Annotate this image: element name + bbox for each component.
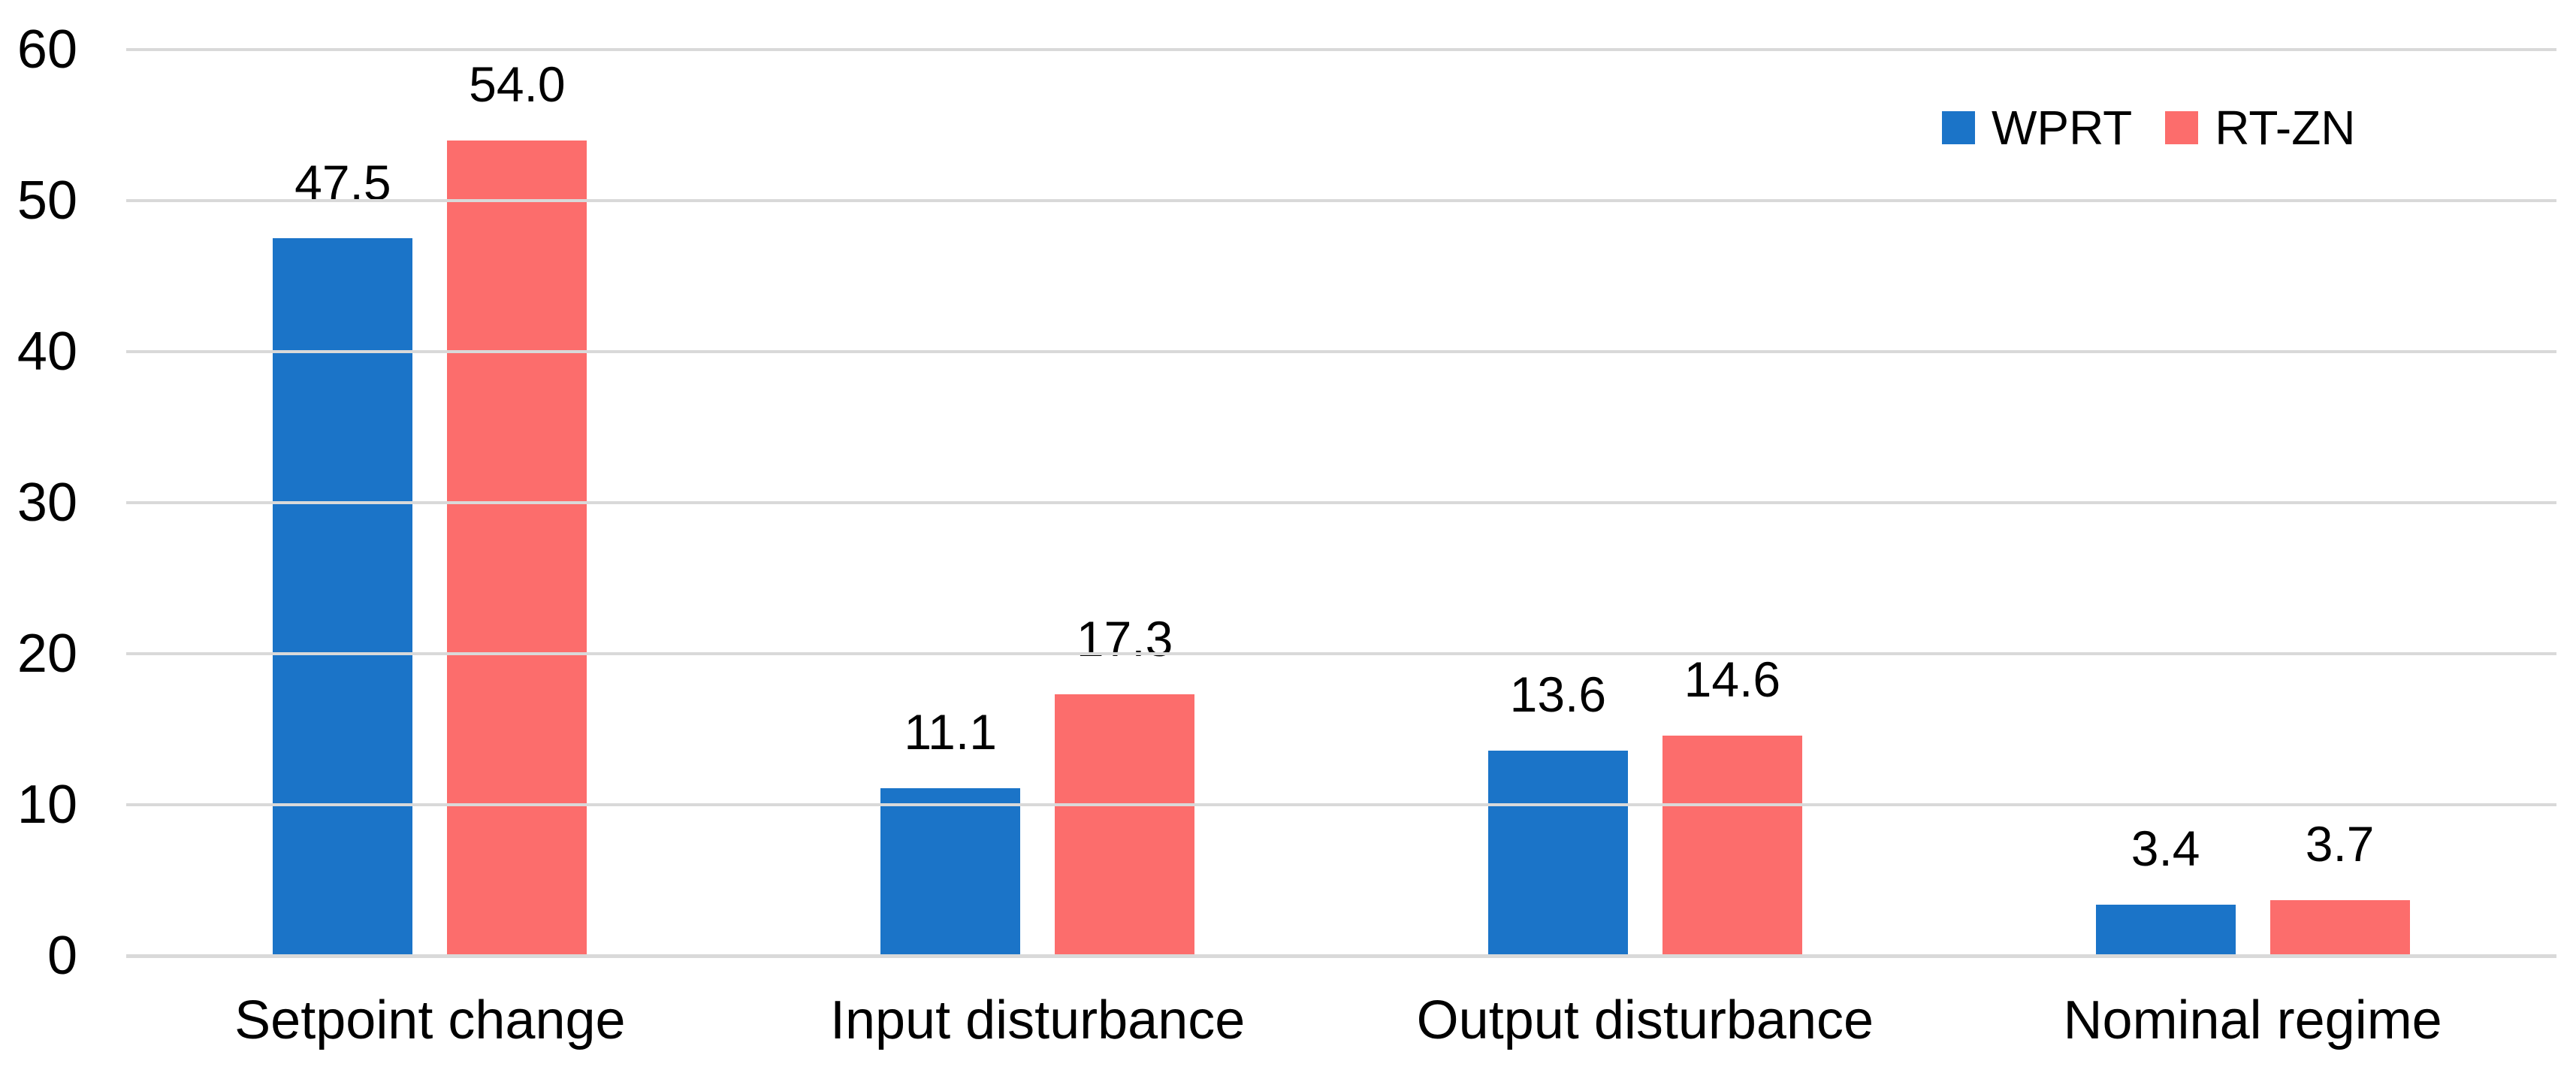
bar-value-label: 3.4 (2131, 821, 2200, 877)
bar-value-label: 3.7 (2305, 816, 2375, 872)
legend-label: WPRT (1992, 101, 2133, 155)
gridline (126, 350, 2556, 353)
y-tick-label: 50 (17, 171, 77, 231)
gridline (126, 803, 2556, 806)
bar-rt-zn (2269, 899, 2410, 956)
bar-wrap: 3.4 (2095, 50, 2236, 956)
y-tick-label: 40 (17, 322, 77, 382)
x-category-label: Input disturbance (829, 990, 1246, 1050)
gridline (126, 199, 2556, 202)
legend: WPRT RT-ZN (1942, 104, 2356, 152)
bar-value-label: 17.3 (1076, 610, 1173, 666)
y-tick-label: 30 (17, 473, 77, 533)
bar-wrap: 11.1 (880, 50, 1021, 956)
bar-value-label: 11.1 (904, 704, 997, 760)
legend-label: RT-ZN (2215, 101, 2356, 155)
y-tick-label: 0 (47, 926, 77, 986)
bar-rt-zn (447, 140, 587, 956)
bar-wprt (1487, 750, 1628, 956)
bar-wprt (2095, 904, 2236, 956)
bar-rt-zn (1662, 735, 1802, 956)
plot-area: 47.5 54.0 11.1 17.3 13.6 14.6 3.4 3.7 (126, 48, 2556, 958)
bar-wprt (273, 238, 413, 956)
bar-group: 3.4 3.7 (1949, 50, 2556, 956)
bar-wrap: 14.6 (1662, 50, 1802, 956)
x-axis-line (126, 954, 2556, 958)
bar-value-label: 14.6 (1684, 651, 1781, 707)
bar-wrap: 54.0 (447, 50, 587, 956)
bar-rt-zn (1055, 694, 1195, 956)
x-category-label: Output disturbance (1416, 990, 1874, 1050)
bar-value-label: 54.0 (469, 56, 566, 113)
bar-wrap: 13.6 (1487, 50, 1628, 956)
y-tick-label: 60 (17, 20, 77, 80)
legend-item: WPRT (1942, 104, 2132, 152)
legend-swatch-icon (2165, 111, 2199, 144)
gridline (126, 48, 2556, 51)
legend-item: RT-ZN (2165, 101, 2356, 155)
gridline (126, 501, 2556, 504)
bar-wprt (880, 787, 1021, 956)
x-category-label: Setpoint change (234, 990, 626, 1050)
bar-wrap: 3.7 (2269, 50, 2410, 956)
x-category-label: Nominal regime (2063, 990, 2442, 1050)
y-tick-label: 20 (17, 624, 77, 684)
gridline (126, 652, 2556, 655)
bar-wrap: 47.5 (273, 50, 413, 956)
x-axis: Setpoint change Input disturbance Output d… (126, 993, 2556, 1047)
bar-group: 13.6 14.6 (1342, 50, 1949, 956)
bar-group: 47.5 54.0 (126, 50, 734, 956)
legend-swatch-icon (1942, 111, 1975, 144)
bar-wrap: 17.3 (1055, 50, 1195, 956)
y-tick-label: 10 (17, 775, 77, 835)
bar-value-label: 13.6 (1509, 666, 1607, 723)
bar-groups: 47.5 54.0 11.1 17.3 13.6 14.6 3.4 3.7 (126, 50, 2556, 956)
bar-group: 11.1 17.3 (734, 50, 1342, 956)
y-axis: 0 10 20 30 40 50 60 (0, 23, 77, 983)
